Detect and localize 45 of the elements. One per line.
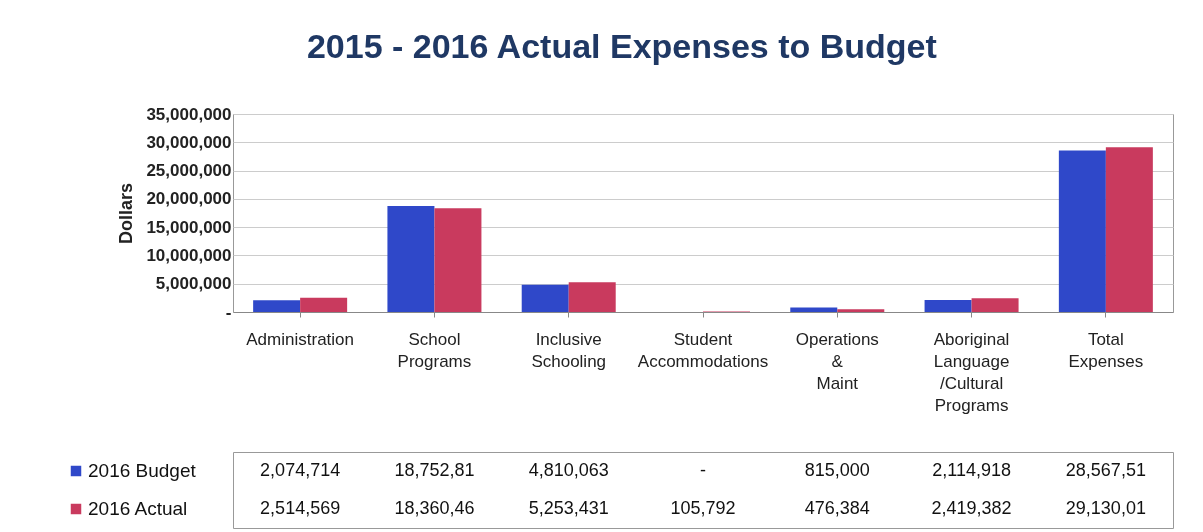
data-label: 18,752,81	[394, 460, 475, 480]
bar	[300, 297, 348, 312]
bar	[521, 284, 569, 312]
bar	[568, 282, 616, 312]
bar	[971, 298, 1019, 312]
y-axis-title: Dollars	[116, 182, 137, 245]
data-label: 28,567,51	[1065, 460, 1146, 480]
data-label: 18,360,46	[394, 498, 475, 518]
data-label: 4,810,063	[528, 460, 609, 480]
x-tick-label: Operations & Maint	[795, 329, 879, 393]
bar	[434, 208, 482, 312]
y-tick-label: 10,000,000	[146, 245, 232, 265]
legend-label: 2016 Actual	[88, 498, 188, 519]
x-tick-label: Student Accommodations	[637, 329, 769, 371]
x-tick-label: Aboriginal Language /Cultural Programs	[933, 329, 1010, 415]
y-tick-label: 30,000,000	[146, 132, 232, 152]
data-label: 29,130,01	[1065, 498, 1146, 518]
y-tick-label: -	[225, 302, 232, 322]
data-label: 476,384	[804, 498, 870, 518]
y-tick-label: 15,000,000	[146, 217, 232, 237]
x-tick-label: Total Expenses	[1068, 329, 1144, 371]
chart-title: 2015 - 2016 Actual Expenses to Budget	[306, 26, 937, 65]
x-tick-label: Inclusive Schooling	[531, 329, 607, 371]
data-label: 2,074,714	[260, 460, 341, 480]
y-tick-label: 5,000,000	[155, 274, 232, 294]
bar	[387, 205, 435, 312]
bar	[1105, 147, 1153, 312]
x-tick-label: Administration	[246, 329, 354, 349]
bar	[1058, 150, 1106, 312]
bar	[253, 300, 301, 312]
data-label: 5,253,431	[528, 498, 609, 518]
bar	[837, 309, 885, 312]
y-tick-label: 20,000,000	[146, 189, 232, 209]
data-label: -	[700, 460, 706, 480]
bar	[790, 307, 838, 312]
x-tick-label: School Programs	[397, 329, 472, 371]
data-label: 105,792	[670, 498, 736, 518]
data-label: 2,419,382	[931, 498, 1012, 518]
data-label: 2,114,918	[932, 460, 1011, 480]
bar	[924, 300, 972, 312]
y-tick-label: 25,000,000	[146, 161, 232, 181]
legend-label: 2016 Budget	[88, 460, 197, 481]
y-tick-label: 35,000,000	[146, 104, 232, 124]
data-label: 2,514,569	[260, 498, 341, 518]
data-label: 815,000	[804, 460, 870, 480]
